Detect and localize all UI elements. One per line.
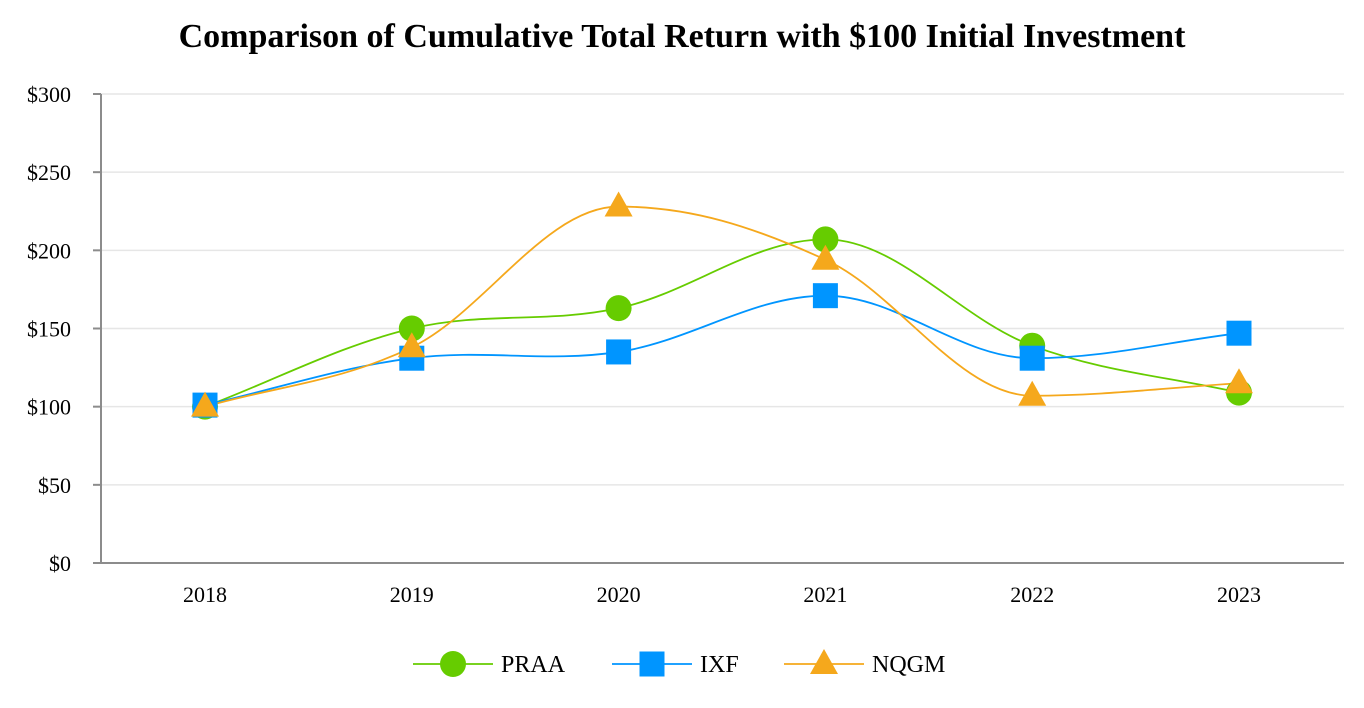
y-tick-label: $50: [38, 473, 71, 498]
y-tick-label: $250: [27, 160, 71, 185]
chart-title: Comparison of Cumulative Total Return wi…: [179, 18, 1187, 55]
x-tick-label: 2022: [1010, 582, 1054, 607]
data-point-nqgm: [1018, 380, 1047, 406]
data-point-nqgm: [397, 332, 426, 358]
data-point-nqgm: [1225, 368, 1253, 394]
series-markers-nqgm: [191, 191, 1253, 417]
series-line-nqgm: [204, 205, 1240, 408]
y-axis-ticks: $0 $50 $100 $150 $200 $250 $300: [27, 82, 101, 576]
data-point-praa: [605, 295, 632, 322]
legend-label: PRAA: [501, 652, 566, 678]
legend-item-ixf: IXF: [612, 651, 739, 678]
data-point-ixf: [606, 339, 632, 365]
x-tick-label: 2023: [1217, 582, 1261, 607]
y-tick-label: $150: [27, 317, 71, 342]
legend-label: IXF: [700, 652, 739, 678]
data-point-nqgm: [604, 191, 633, 217]
x-axis-ticks: 2018 2019 2020 2021 2022 2023: [183, 582, 1261, 607]
legend-item-nqgm: NQGM: [784, 649, 945, 678]
data-point-praa: [398, 315, 425, 342]
series-markers-praa: [192, 226, 1252, 420]
y-tick-label: $0: [49, 551, 71, 576]
series-lines: [204, 205, 1240, 408]
series-line-ixf: [204, 294, 1240, 406]
x-tick-label: 2020: [597, 582, 641, 607]
series-line-praa: [204, 238, 1240, 408]
data-point-ixf: [1019, 345, 1045, 371]
series-markers: [191, 191, 1253, 420]
legend-marker-circle: [440, 651, 466, 677]
legend-marker-triangle: [810, 649, 838, 674]
data-point-nqgm: [191, 391, 219, 417]
y-tick-label: $100: [27, 395, 71, 420]
legend-label: NQGM: [872, 652, 945, 678]
x-tick-label: 2019: [390, 582, 434, 607]
x-tick-label: 2021: [803, 582, 847, 607]
x-tick-label: 2018: [183, 582, 227, 607]
data-point-ixf: [812, 283, 838, 309]
legend-item-praa: PRAA: [413, 651, 566, 678]
data-point-ixf: [1226, 320, 1252, 346]
y-tick-label: $300: [27, 82, 71, 107]
legend-marker-square: [639, 651, 665, 677]
data-point-praa: [812, 226, 839, 253]
legend: PRAA IXF NQGM: [413, 649, 945, 678]
series-markers-ixf: [192, 283, 1252, 418]
y-tick-label: $200: [27, 238, 71, 263]
grid-lines: [101, 93, 1344, 486]
data-point-nqgm: [811, 244, 840, 270]
